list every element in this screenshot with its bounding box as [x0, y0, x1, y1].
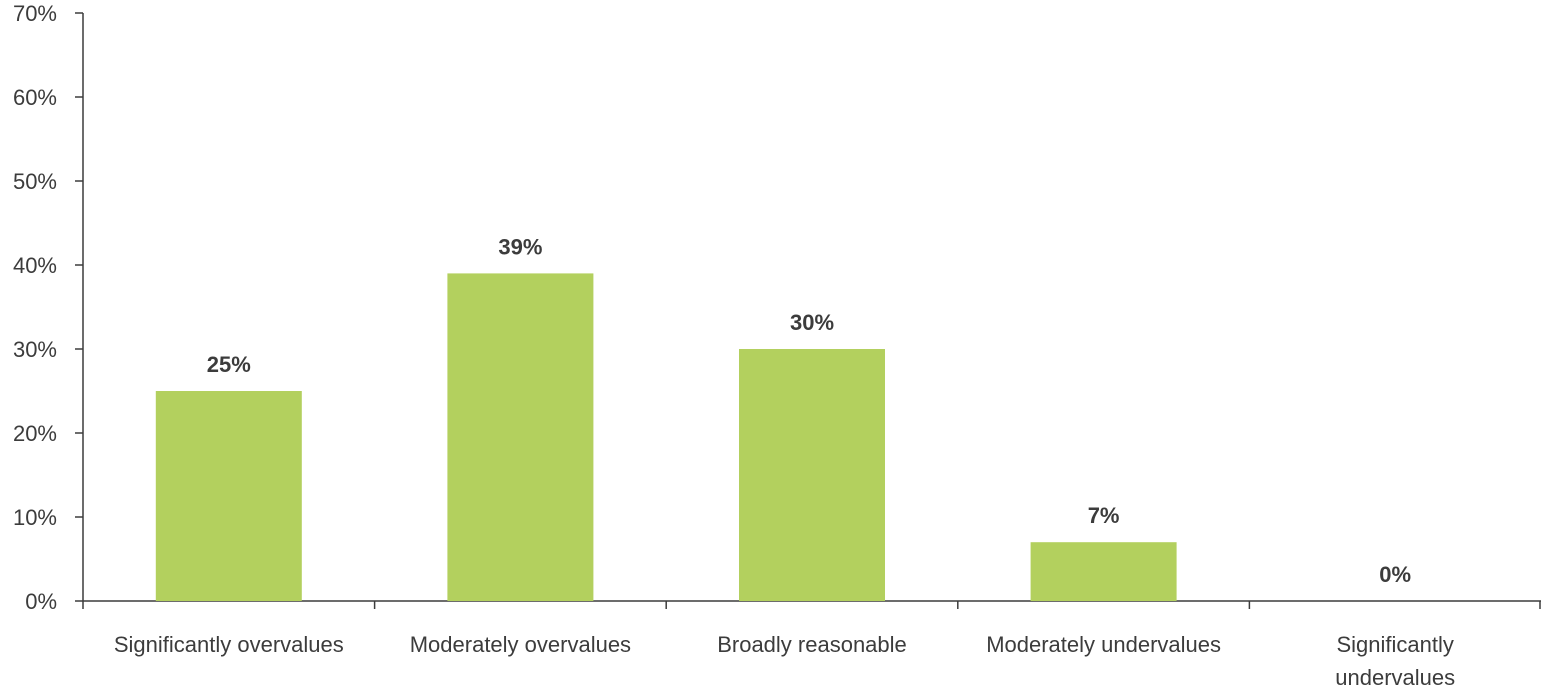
y-tick-label: 50%: [13, 169, 57, 194]
y-tick-label: 40%: [13, 253, 57, 278]
data-labels: 25% 39% 30% 7% 0%: [207, 234, 1411, 587]
y-tick-label: 20%: [13, 421, 57, 446]
x-tick-label: Moderately undervalues: [986, 632, 1221, 657]
data-label: 7%: [1088, 503, 1120, 528]
x-tick-label: Broadly reasonable: [717, 632, 907, 657]
x-tick-label: Significantly undervalues: [1335, 632, 1455, 690]
data-label: 39%: [498, 234, 542, 259]
data-label: 30%: [790, 310, 834, 335]
data-label: 25%: [207, 352, 251, 377]
x-tick-label: Moderately overvalues: [410, 632, 631, 657]
bars: [155, 273, 1177, 601]
bar: [739, 349, 885, 601]
y-tick-label: 60%: [13, 85, 57, 110]
bar: [1030, 542, 1177, 601]
data-label: 0%: [1379, 562, 1411, 587]
y-tick-label: 70%: [13, 1, 57, 26]
bar: [447, 273, 594, 601]
y-tick-label: 30%: [13, 337, 57, 362]
bar: [155, 391, 302, 601]
y-axis: 0% 10% 20% 30% 40% 50% 60% 70%: [13, 1, 84, 614]
y-tick-label: 0%: [25, 589, 57, 614]
x-tick-label: Significantly overvalues: [114, 632, 344, 657]
y-tick-label: 10%: [13, 505, 57, 530]
x-axis: Significantly overvalues Moderately overv…: [82, 600, 1541, 690]
